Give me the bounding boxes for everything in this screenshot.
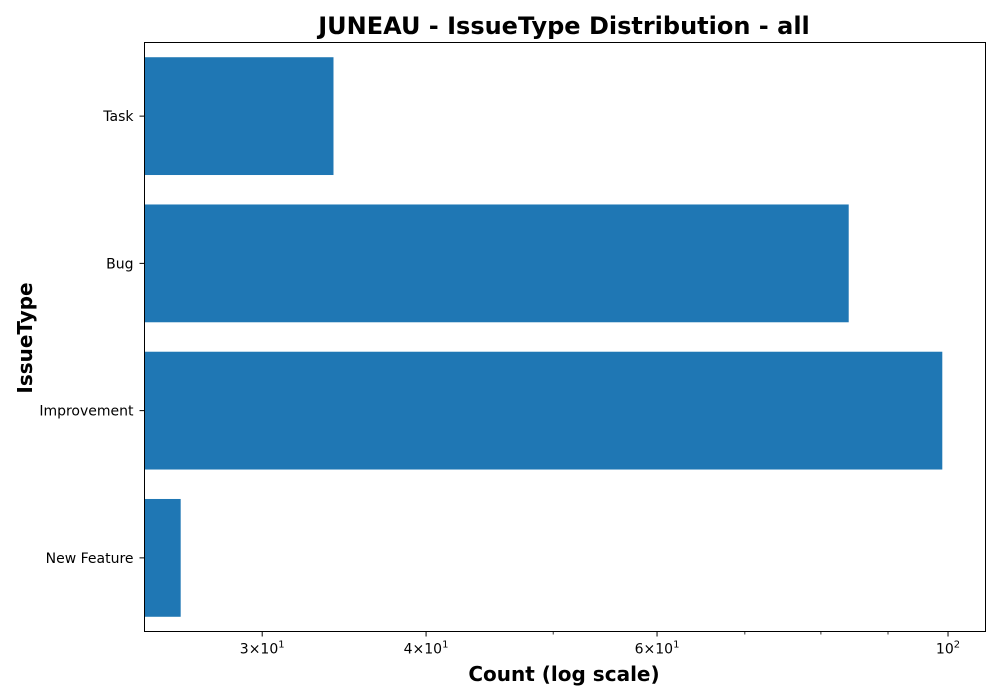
bar-improvement <box>144 351 943 470</box>
bar-bug <box>144 204 849 323</box>
x-tick-label: 6×101 <box>635 640 680 658</box>
x-tick-label: 3×101 <box>240 640 285 658</box>
y-axis-ticks: Task Bug Improvement New Feature <box>39 109 145 567</box>
x-tick-label: 4×101 <box>404 640 449 658</box>
chart-title: JUNEAU - IssueType Distribution - all <box>316 12 810 40</box>
x-axis-label: Count (log scale) <box>468 662 659 686</box>
bar-new-feature <box>144 498 181 617</box>
x-tick-label: 102 <box>936 640 960 658</box>
y-axis-label: IssueType <box>13 282 37 393</box>
y-tick-label-improvement: Improvement <box>39 404 134 420</box>
plot-frame <box>144 42 986 632</box>
bar-task <box>144 57 334 176</box>
x-axis-ticks: 3×101 4×101 6×101 102 <box>240 631 960 658</box>
y-tick-label-bug: Bug <box>106 256 133 272</box>
y-tick-label-new-feature: New Feature <box>46 551 134 567</box>
y-tick-label-task: Task <box>102 109 134 125</box>
bars-group <box>144 57 943 617</box>
